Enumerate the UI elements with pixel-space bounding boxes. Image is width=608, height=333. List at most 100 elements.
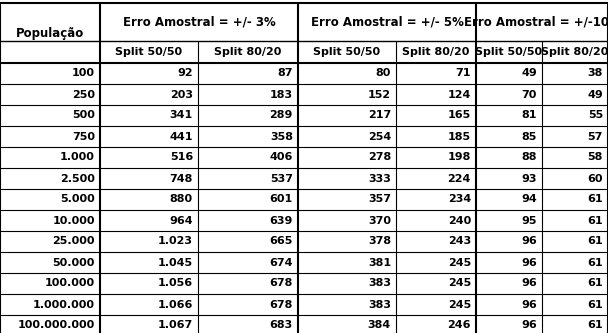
- Text: 278: 278: [368, 153, 391, 163]
- Text: 50.000: 50.000: [53, 257, 95, 267]
- Text: 57: 57: [587, 132, 603, 142]
- Text: 383: 383: [368, 299, 391, 309]
- Text: 245: 245: [447, 257, 471, 267]
- Text: 96: 96: [521, 257, 537, 267]
- Text: 500: 500: [72, 111, 95, 121]
- Text: Split 50/50: Split 50/50: [475, 47, 542, 57]
- Text: 38: 38: [587, 69, 603, 79]
- Text: 406: 406: [269, 153, 293, 163]
- Text: 964: 964: [170, 215, 193, 225]
- Text: 678: 678: [269, 278, 293, 288]
- Text: 61: 61: [587, 257, 603, 267]
- Text: 674: 674: [269, 257, 293, 267]
- Text: 1.023: 1.023: [158, 236, 193, 246]
- Text: 441: 441: [170, 132, 193, 142]
- Text: 100.000: 100.000: [45, 278, 95, 288]
- Text: 748: 748: [170, 173, 193, 183]
- Text: 245: 245: [447, 278, 471, 288]
- Text: 378: 378: [368, 236, 391, 246]
- Text: 61: 61: [587, 215, 603, 225]
- Text: 1.000: 1.000: [60, 153, 95, 163]
- Text: 1.067: 1.067: [157, 320, 193, 330]
- Text: 880: 880: [170, 194, 193, 204]
- Text: Split 50/50: Split 50/50: [314, 47, 381, 57]
- Text: 92: 92: [178, 69, 193, 79]
- Text: 61: 61: [587, 236, 603, 246]
- Text: 88: 88: [522, 153, 537, 163]
- Text: 96: 96: [521, 320, 537, 330]
- Text: 601: 601: [270, 194, 293, 204]
- Text: 61: 61: [587, 194, 603, 204]
- Text: 87: 87: [277, 69, 293, 79]
- Text: 240: 240: [447, 215, 471, 225]
- Text: 5.000: 5.000: [60, 194, 95, 204]
- Text: Erro Amostral = +/- 5%: Erro Amostral = +/- 5%: [311, 16, 463, 29]
- Text: 100.000.000: 100.000.000: [18, 320, 95, 330]
- Text: 381: 381: [368, 257, 391, 267]
- Text: 217: 217: [368, 111, 391, 121]
- Text: 49: 49: [521, 69, 537, 79]
- Text: 55: 55: [588, 111, 603, 121]
- Text: 243: 243: [447, 236, 471, 246]
- Text: 185: 185: [448, 132, 471, 142]
- Text: 25.000: 25.000: [52, 236, 95, 246]
- Text: 750: 750: [72, 132, 95, 142]
- Text: 234: 234: [447, 194, 471, 204]
- Text: População: População: [16, 27, 84, 40]
- Text: 100: 100: [72, 69, 95, 79]
- Text: 224: 224: [447, 173, 471, 183]
- Text: 85: 85: [522, 132, 537, 142]
- Text: 246: 246: [447, 320, 471, 330]
- Text: 81: 81: [522, 111, 537, 121]
- Text: 1.056: 1.056: [158, 278, 193, 288]
- Text: 95: 95: [522, 215, 537, 225]
- Text: 683: 683: [270, 320, 293, 330]
- Text: 93: 93: [522, 173, 537, 183]
- Text: 516: 516: [170, 153, 193, 163]
- Text: 96: 96: [521, 236, 537, 246]
- Text: 358: 358: [270, 132, 293, 142]
- Text: 124: 124: [447, 90, 471, 100]
- Text: 370: 370: [368, 215, 391, 225]
- Text: Erro Amostral = +/-10%: Erro Amostral = +/-10%: [464, 16, 608, 29]
- Text: 165: 165: [447, 111, 471, 121]
- Text: 1.066: 1.066: [157, 299, 193, 309]
- Text: 250: 250: [72, 90, 95, 100]
- Text: 1.045: 1.045: [158, 257, 193, 267]
- Text: 60: 60: [587, 173, 603, 183]
- Text: 665: 665: [269, 236, 293, 246]
- Text: 383: 383: [368, 278, 391, 288]
- Text: 71: 71: [455, 69, 471, 79]
- Text: Erro Amostral = +/- 3%: Erro Amostral = +/- 3%: [123, 16, 275, 29]
- Text: 1.000.000: 1.000.000: [33, 299, 95, 309]
- Text: 678: 678: [269, 299, 293, 309]
- Text: 537: 537: [270, 173, 293, 183]
- Text: 639: 639: [269, 215, 293, 225]
- Text: 357: 357: [368, 194, 391, 204]
- Text: 2.500: 2.500: [60, 173, 95, 183]
- Text: 80: 80: [376, 69, 391, 79]
- Text: 70: 70: [522, 90, 537, 100]
- Text: 61: 61: [587, 278, 603, 288]
- Text: 384: 384: [368, 320, 391, 330]
- Text: Split 80/20: Split 80/20: [402, 47, 470, 57]
- Text: 61: 61: [587, 320, 603, 330]
- Text: 254: 254: [368, 132, 391, 142]
- Text: 58: 58: [587, 153, 603, 163]
- Text: 96: 96: [521, 299, 537, 309]
- Text: 183: 183: [270, 90, 293, 100]
- Text: 333: 333: [368, 173, 391, 183]
- Text: 96: 96: [521, 278, 537, 288]
- Text: Split 80/20: Split 80/20: [214, 47, 282, 57]
- Text: 94: 94: [521, 194, 537, 204]
- Text: 341: 341: [170, 111, 193, 121]
- Text: Split 80/20: Split 80/20: [541, 47, 608, 57]
- Text: Split 50/50: Split 50/50: [116, 47, 182, 57]
- Text: 10.000: 10.000: [52, 215, 95, 225]
- Text: 61: 61: [587, 299, 603, 309]
- Text: 49: 49: [587, 90, 603, 100]
- Text: 289: 289: [269, 111, 293, 121]
- Text: 152: 152: [368, 90, 391, 100]
- Text: 203: 203: [170, 90, 193, 100]
- Text: 198: 198: [447, 153, 471, 163]
